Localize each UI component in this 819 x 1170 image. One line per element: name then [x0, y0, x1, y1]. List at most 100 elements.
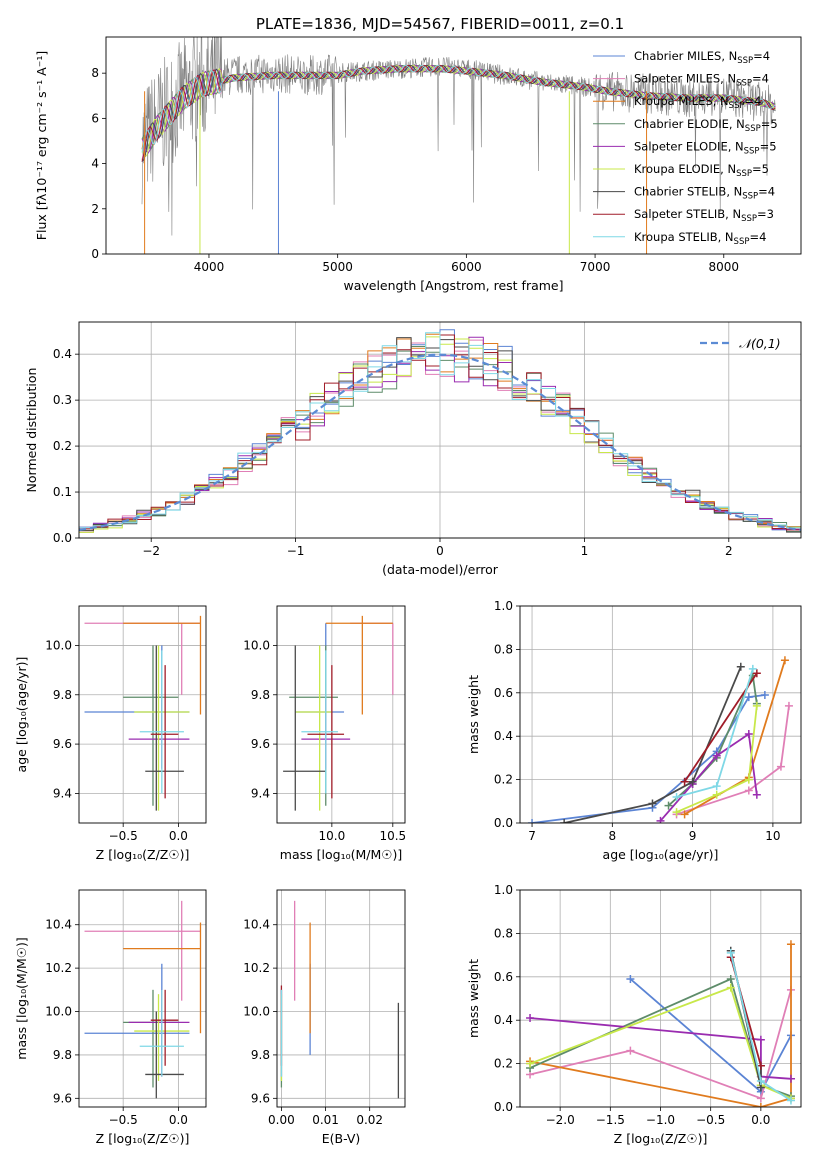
y-axis-label: age [log₁₀(age/yr)] [14, 657, 29, 773]
x-tick-label: −1 [287, 544, 305, 558]
y-tick-label: 10.2 [45, 961, 72, 975]
y-tick-label: 10.4 [243, 918, 270, 932]
x-tick-label: 4000 [194, 260, 225, 274]
axes-frame [78, 889, 207, 1108]
axes-weight-age: 7 8 9 10 0.0 0.2 0.4 0.6 0.8 1.0 age [log₁₀(age/yr… [466, 599, 802, 862]
y-axis-label: mass [log₁₀(M/M☉)] [14, 937, 29, 1059]
errorbar-point [123, 922, 202, 1034]
x-tick-label: 9 [689, 829, 697, 843]
axes-frame [276, 889, 406, 1108]
x-tick-label: 7 [528, 829, 536, 843]
x-tick-label: 8000 [709, 260, 740, 274]
axes-histogram: −2 −1 0 1 2 0.0 0.1 0.2 0.3 0.4 (data-model)/error… [24, 321, 802, 577]
errorbar-point [301, 650, 338, 794]
x-tick-label: −1.0 [646, 1113, 675, 1127]
y-tick-label: 0.0 [494, 816, 513, 830]
legend-entry: Kroupa STELIB, NSSP=4 [634, 230, 766, 247]
errorbar-point [84, 963, 190, 1055]
plot-area [528, 656, 793, 823]
y-tick-label: 9.8 [53, 1048, 72, 1062]
legend-entry: Chabrier MILES, NSSP=4 [634, 49, 770, 66]
y-tick-label: 0.1 [53, 485, 72, 499]
x-tick-label: 2 [725, 544, 733, 558]
errorbar-point [84, 622, 201, 695]
weight-marker [626, 974, 635, 983]
model-line [141, 64, 776, 153]
errorbar-point [139, 989, 184, 1077]
y-tick-label: 10.2 [243, 961, 270, 975]
normal-curve [79, 353, 801, 531]
y-tick-label: 8 [91, 66, 99, 80]
legend-entry: Chabrier STELIB, NSSP=4 [634, 185, 775, 202]
x-axis-label: age [log₁₀(age/yr)] [603, 847, 719, 862]
errorbar-point [325, 615, 393, 715]
x-axis-label: (data-model)/error [382, 562, 499, 577]
weight-line [529, 1017, 792, 1080]
x-axis-label: wavelength [Angstrom, rest frame] [343, 278, 563, 293]
weight-marker [672, 792, 681, 801]
errorbar-point [123, 989, 179, 1088]
y-axis-label: mass weight [466, 675, 481, 754]
weight-marker [756, 1035, 765, 1044]
y-tick-label: 0.8 [494, 642, 513, 656]
x-axis-label: E(B-V) [322, 1131, 361, 1146]
x-tick-label: 7000 [580, 260, 611, 274]
weight-marker [752, 790, 761, 799]
x-tick-label: 1 [581, 544, 589, 558]
weight-marker [744, 786, 753, 795]
weight-marker [760, 690, 769, 699]
y-tick-label: 10.0 [243, 638, 270, 652]
x-axis-label: Z [log₁₀(Z/Z☉)] [614, 1131, 708, 1146]
weight-marker [726, 948, 735, 957]
weight-marker [776, 762, 785, 771]
weight-marker [680, 777, 689, 786]
weight-line [683, 672, 758, 783]
axes-mass-EBV: 0.00 0.01 0.02 9.6 9.8 10.0 10.2 10.4 E(B-V) [243, 889, 406, 1146]
weight-marker [748, 664, 757, 673]
weight-line [564, 666, 742, 823]
y-tick-label: 1.0 [494, 599, 513, 613]
weight-marker [756, 1076, 765, 1085]
errorbar-point [123, 645, 179, 806]
weight-marker [672, 808, 681, 817]
y-tick-label: 0.2 [494, 1057, 513, 1071]
weight-marker [726, 983, 735, 992]
model-line [141, 64, 776, 154]
weight-marker [780, 656, 789, 665]
errorbar-point [84, 645, 190, 732]
errorbar-point [139, 650, 184, 794]
weight-line [676, 705, 790, 816]
legend-entry: Chabrier ELODIE, NSSP=5 [634, 117, 778, 134]
y-tick-label: 9.8 [251, 1048, 270, 1062]
x-tick-label: 0.02 [356, 1113, 383, 1127]
legend-entry: Salpeter STELIB, NSSP=3 [634, 207, 774, 224]
x-axis-label: mass [log₁₀(M/M☉)] [280, 847, 402, 862]
weight-marker [784, 701, 793, 710]
axes-frame [276, 605, 406, 824]
x-tick-label: −1.5 [596, 1113, 625, 1127]
weight-marker [712, 782, 721, 791]
x-tick-label: −2 [142, 544, 160, 558]
errorbar-point [350, 622, 394, 695]
weight-marker [786, 940, 795, 949]
y-tick-label: 0.2 [494, 773, 513, 787]
axes-age-mass: 10.0 10.5 9.4 9.6 9.8 10.0 mass [log₁₀(M/M☉)] [243, 605, 406, 862]
model-line [141, 64, 776, 162]
axes-frame [78, 321, 802, 539]
legend-entry: Kroupa ELODIE, NSSP=5 [634, 162, 769, 179]
y-tick-label: 6 [91, 111, 99, 125]
y-tick-label: 0.4 [494, 1013, 513, 1027]
weight-marker [656, 816, 665, 823]
y-tick-label: 10.4 [45, 918, 72, 932]
weight-marker [736, 662, 745, 671]
y-tick-label: 9.6 [251, 1091, 270, 1105]
weight-marker [786, 1074, 795, 1083]
errorbar-point [84, 900, 201, 1001]
y-tick-label: 0.0 [53, 531, 72, 545]
weight-marker [744, 693, 753, 702]
y-tick-label: 9.8 [251, 688, 270, 702]
spectrum-legend: Chabrier MILES, NSSP=4 Salpeter MILES, NS… [593, 49, 778, 247]
y-tick-label: 10.0 [45, 638, 72, 652]
weight-line [676, 705, 758, 813]
axes-frame [519, 889, 802, 1108]
